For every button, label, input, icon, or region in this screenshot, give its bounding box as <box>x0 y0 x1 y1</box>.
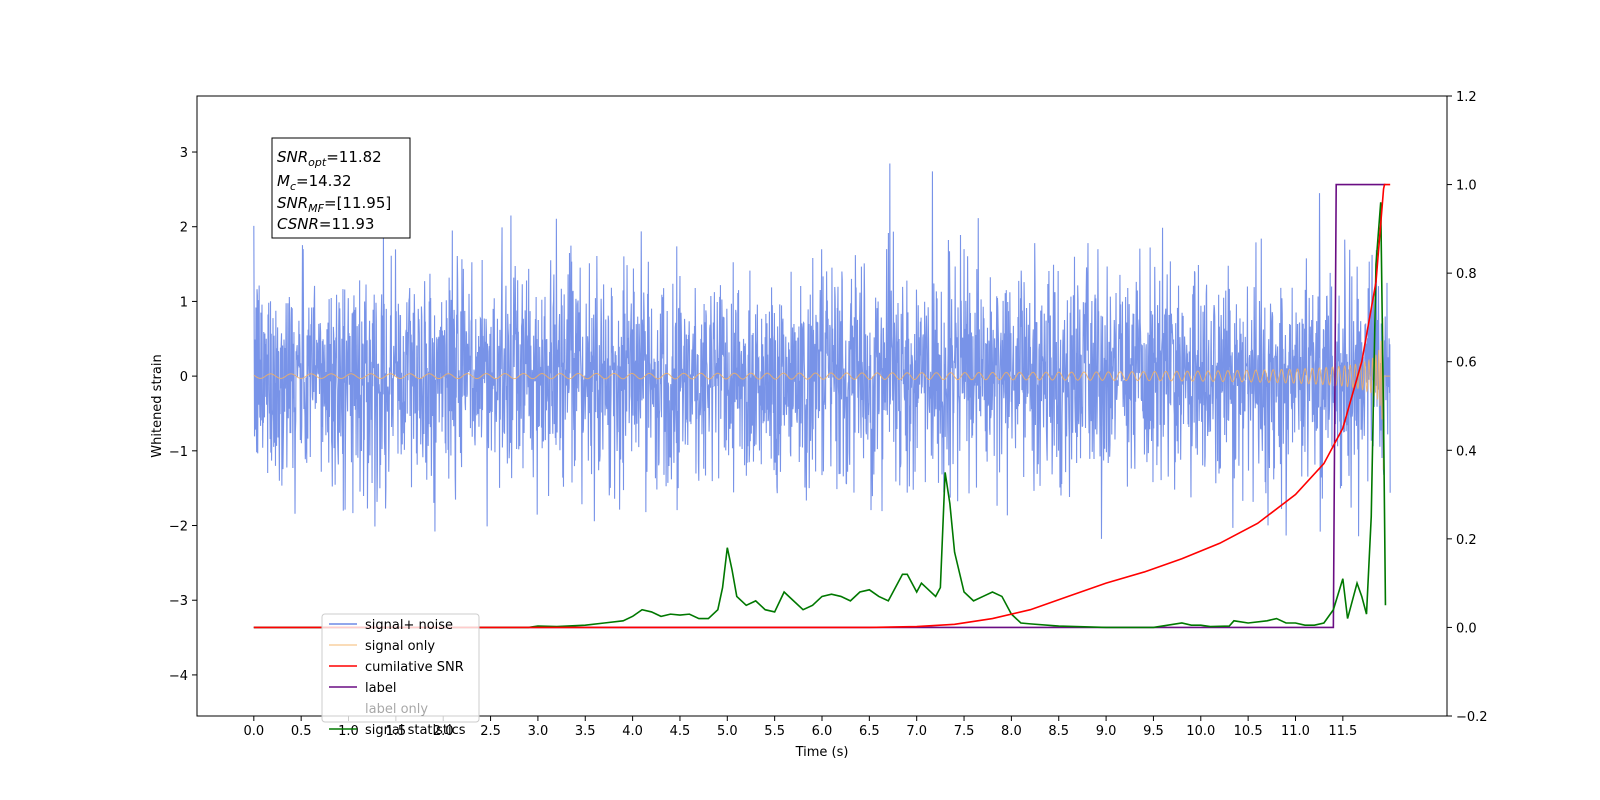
x-tick-label: 9.5 <box>1143 724 1164 739</box>
y2-tick-label: 0.8 <box>1456 267 1477 282</box>
chirp-mass-annotation: Mc=14.32 <box>277 172 352 193</box>
series-signal-noise-line <box>253 163 1391 539</box>
series-signal-only-line <box>253 318 1391 470</box>
y-tick-label: 3 <box>180 146 188 161</box>
x-tick-label: 2.0 <box>433 724 454 739</box>
x-tick-label: 11.0 <box>1281 724 1310 739</box>
x-tick-label: 1.0 <box>338 724 359 739</box>
x-tick-label: 11.5 <box>1328 724 1357 739</box>
legend-label-label-only: label only <box>365 702 428 717</box>
x-tick-label: 7.5 <box>954 724 975 739</box>
legend-label-signal-only: signal only <box>365 639 435 654</box>
y-tick-label: −3 <box>169 594 188 609</box>
y2-tick-label: 0.4 <box>1456 444 1477 459</box>
x-tick-label: 4.5 <box>670 724 691 739</box>
x-tick-label: 10.5 <box>1234 724 1263 739</box>
y2-tick-label: 1.2 <box>1456 90 1477 105</box>
x-tick-label: 8.5 <box>1048 724 1069 739</box>
x-tick-label: 0.0 <box>243 724 264 739</box>
snr-mf-annotation: SNRMF=[11.95] <box>277 194 391 215</box>
legend: signal+ noise signal only cumilative SNR la… <box>321 613 480 738</box>
y2-tick-label: 0.6 <box>1456 356 1477 371</box>
snr-opt-annotation: SNRopt=11.82 <box>277 148 382 169</box>
y-axis-title: Whitened strain <box>150 354 165 457</box>
y2-tick-label: 0.0 <box>1456 621 1477 636</box>
x-tick-label: 6.5 <box>859 724 880 739</box>
y-tick-label: 1 <box>180 295 188 310</box>
y-tick-label: −2 <box>169 520 188 535</box>
y-tick-label: −4 <box>169 669 188 684</box>
series-signal-statistics-line <box>253 202 1387 629</box>
x-tick-label: 10.0 <box>1186 724 1215 739</box>
x-tick-label: 2.5 <box>480 724 501 739</box>
x-tick-label: 0.5 <box>291 724 312 739</box>
x-tick-label: 5.0 <box>717 724 738 739</box>
x-tick-label: 3.5 <box>575 724 596 739</box>
y2-tick-label: −0.2 <box>1456 710 1488 725</box>
csnr-annotation: CSNR=11.93 <box>277 215 374 233</box>
x-tick-label: 4.0 <box>622 724 643 739</box>
legend-label-signal-statistics: signal statistics <box>365 723 466 738</box>
series-cumulative-snr-line <box>253 183 1391 629</box>
x-tick-label: 7.0 <box>906 724 927 739</box>
x-tick-label: 8.0 <box>1001 724 1022 739</box>
x-tick-label: 5.5 <box>764 724 785 739</box>
legend-label-label: label <box>365 681 396 696</box>
x-tick-label: 6.0 <box>812 724 833 739</box>
x-tick-label: 9.0 <box>1096 724 1117 739</box>
y2-tick-label: 1.0 <box>1456 179 1477 194</box>
legend-label-signal-noise: signal+ noise <box>365 618 453 633</box>
x-axis-title: Time (s) <box>795 745 849 760</box>
y-tick-label: 0 <box>180 370 188 385</box>
y-tick-label: −1 <box>169 445 188 460</box>
x-tick-label: 3.0 <box>528 724 549 739</box>
x-tick-label: 1.5 <box>386 724 407 739</box>
stats-annotation: SNRopt=11.82 Mc=14.32 SNRMF=[11.95] CSNR… <box>271 137 411 239</box>
y-tick-label: 2 <box>180 221 188 236</box>
y2-tick-label: 0.2 <box>1456 533 1477 548</box>
legend-label-cumulative-snr: cumilative SNR <box>365 660 464 675</box>
